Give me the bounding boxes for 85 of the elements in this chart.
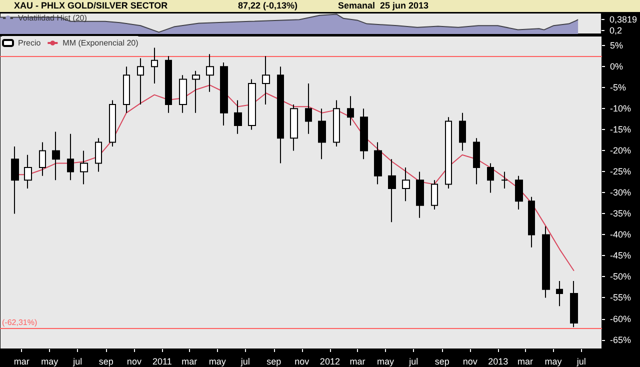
candlestick [556,280,563,307]
candlestick [151,47,158,84]
candlestick [459,112,466,152]
y-tick-label: -50% [610,272,632,282]
x-tick-label: may [544,356,562,366]
candlestick [24,154,32,190]
candlestick [290,104,298,152]
x-tick-label: sep [98,356,114,366]
y-tick-label: -45% [610,250,632,261]
x-tick-label: nov [462,356,478,366]
y-tick-label: -10% [610,104,632,114]
text: 87,22 (-0,13%) [238,0,298,10]
y-tick-label: -20% [610,146,632,156]
legend-label: MM (Exponencial 20) [62,38,139,48]
candlestick [360,108,368,160]
candlestick [277,66,284,164]
candlestick [347,96,354,126]
x-tick-label: mar [518,356,534,366]
candlestick [206,54,214,92]
candlestick [402,167,410,202]
x-tick-label: mar [350,356,366,366]
candlestick [416,171,424,218]
candlestick [192,70,200,114]
x-tick-label: nov [126,356,142,366]
candlestick [318,108,326,160]
candlestick [67,133,74,181]
candlestick [431,180,438,210]
candlestick [234,100,242,134]
candlestick [80,150,88,185]
candlestick [473,138,480,185]
chart-title: XAU - PHLX GOLD/SILVER SECTOR [14,0,168,10]
x-tick-label: jul [72,356,82,366]
candlestick [109,100,116,147]
legend-label: Precio [18,38,42,48]
candlestick [305,82,312,134]
x-tick-label: jul [576,356,586,366]
y-tick-label: -30% [610,188,632,198]
candlestick [374,142,382,185]
candlestick [52,131,60,181]
candlestick [333,100,340,147]
candlestick [95,138,102,172]
candlestick [487,162,494,194]
x-tick-label: may [377,356,395,366]
x-tick-label: may [41,356,59,366]
x-tick-label: 2012 [320,356,340,366]
y-tick-label: -35% [610,208,632,219]
candlestick [165,56,172,114]
y-tick-label: 0,3819 [609,14,638,24]
ref-line-label: (-62,31%) [2,318,38,327]
candlestick [137,58,144,105]
x-tick-label: 2013 [488,356,508,366]
candlestick [220,62,228,126]
y-tick-label: -65% [610,334,632,345]
x-tick-label: mar [182,356,198,366]
x-tick-label: nov [294,356,310,366]
candlestick [123,66,130,114]
x-tick-label: jul [408,356,418,366]
y-tick-label: 5% [610,40,624,51]
candlestick [39,142,46,176]
candlestick [179,74,187,114]
x-tick-label: 2011 [152,356,172,366]
candlestick [528,196,535,248]
candlestick [515,175,523,210]
candlestick [11,146,19,214]
y-tick-label: 0,2 [609,25,622,36]
y-tick-label: 0% [610,62,624,72]
candlestick [388,158,396,223]
candlestick [248,78,256,130]
y-tick-label: -55% [610,292,632,303]
candlestick [501,171,508,190]
x-tick-label: mar [14,356,30,366]
x-tick-label: may [208,356,226,366]
y-tick-label: -60% [610,314,632,324]
y-tick-label: -15% [610,124,632,135]
y-tick-label: -40% [610,230,632,240]
y-tick-label: -5% [610,82,626,93]
candlestick [542,226,550,298]
x-tick-label: sep [434,356,450,366]
text: Semanal 25 jun 2013 [338,0,429,10]
x-tick-label: sep [266,356,282,366]
candlestick [262,56,270,105]
candlestick [445,116,452,190]
candlestick [570,280,578,328]
x-tick-label: jul [240,356,250,366]
y-tick-label: -25% [610,166,632,177]
